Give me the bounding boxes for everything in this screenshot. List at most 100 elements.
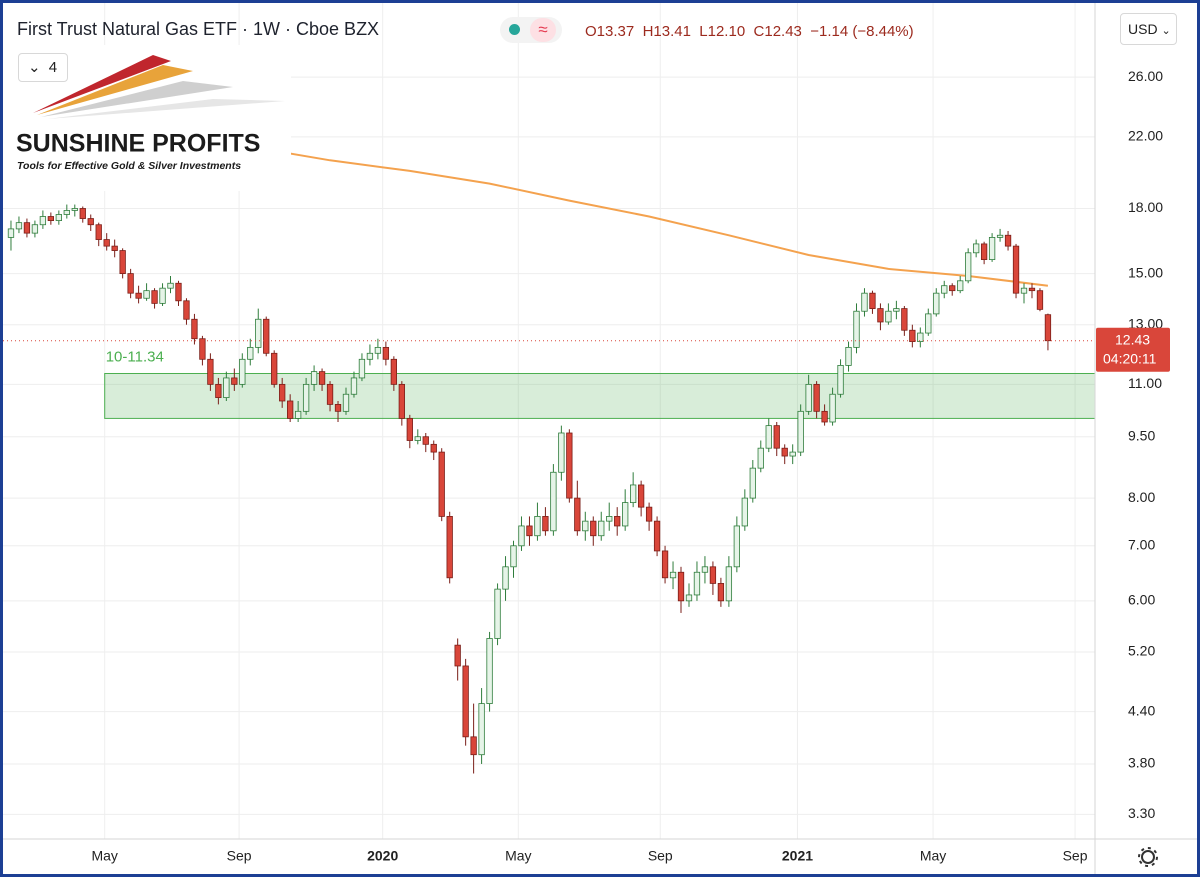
logo-name: SUNSHINE PROFITS [16, 130, 260, 158]
candle-body [590, 520, 597, 537]
x-tick-label: May [505, 848, 531, 864]
x-tick-label: May [91, 848, 117, 864]
candle-body [342, 393, 350, 412]
candle-body [103, 239, 110, 247]
candle-body [749, 467, 756, 499]
bar-countdown: 04:20:11 [1103, 350, 1157, 366]
candle-body [789, 451, 796, 457]
candle-body [446, 516, 453, 579]
candle-body [933, 292, 940, 315]
legend-close: C12.43 [753, 23, 802, 40]
candle-body [494, 588, 501, 639]
candle-body [358, 358, 366, 379]
candle-body [287, 400, 294, 419]
candle-body [877, 308, 884, 323]
candle-body [47, 216, 55, 221]
zone-label: 10-11.34 [106, 348, 164, 365]
status-pill[interactable]: ≈ [500, 17, 562, 43]
candle-body [996, 234, 1004, 238]
x-tick-label: May [920, 848, 946, 864]
logo-streak [33, 55, 171, 113]
candle-body [430, 443, 437, 453]
candle-body [167, 282, 174, 289]
indicator-toggle[interactable]: ⌄ 4 [18, 53, 68, 82]
y-tick-label: 3.30 [1128, 805, 1155, 821]
legend-open: O13.37 [585, 23, 635, 40]
candle-body [901, 308, 908, 331]
candle-body [374, 346, 382, 354]
candle-body [869, 292, 876, 309]
candle-body [542, 516, 549, 532]
candle-body [31, 224, 39, 234]
candle-body [637, 484, 645, 508]
x-tick-label: Sep [1063, 848, 1088, 864]
last-price-label: 12.43 [1115, 331, 1150, 347]
candle-body [79, 208, 86, 219]
plot: 10-11.34 [3, 87, 1096, 774]
candle-body [23, 222, 31, 234]
candle-body [119, 250, 126, 275]
candle-body [558, 432, 565, 473]
candle-body [470, 736, 477, 756]
candle-body [71, 208, 78, 211]
x-tick-label: Sep [227, 848, 252, 864]
candle-body [135, 292, 142, 299]
candle-body [693, 571, 701, 596]
candle-body [733, 525, 740, 568]
candle-body [1012, 245, 1020, 294]
candle-body [350, 377, 358, 395]
logo-streak [41, 81, 233, 117]
candle-body [390, 358, 398, 385]
candle-body [765, 425, 772, 449]
candle-body [534, 516, 541, 537]
chart-title: First Trust Natural Gas ETF · 1W · Cboe … [17, 19, 380, 39]
candle-body [965, 252, 972, 282]
axes: 26.00 22.00 18.00 15.00 13.00 11.00 9.50 8.00 7.… [3, 3, 1197, 874]
y-tick-label: 5.20 [1128, 643, 1155, 659]
candle-body [797, 410, 804, 453]
candle-body [653, 520, 661, 552]
candle-body [398, 383, 405, 419]
candle-body [622, 502, 629, 527]
candle-body [885, 310, 892, 323]
candle-body [502, 566, 509, 590]
candle-body [223, 377, 230, 398]
candle-body [127, 273, 134, 294]
candle-body [462, 665, 469, 738]
candle-body [255, 318, 262, 348]
candle-body [630, 484, 637, 503]
last-price-tag [1096, 327, 1170, 372]
candle-body [1004, 234, 1012, 247]
logo-streak [37, 65, 193, 115]
currency: USD [1128, 21, 1158, 37]
candle-body [15, 222, 23, 230]
candle-body [151, 290, 158, 304]
chart: 10-11.34 SUNSHINE PROFITS Tools for Effe… [3, 3, 1197, 874]
gear-ring [1141, 850, 1155, 864]
logo-tagline: Tools for Effective Gold & Silver Invest… [17, 160, 241, 172]
candle-body [310, 371, 318, 385]
currency-selector[interactable]: USD ⌄ [1120, 13, 1177, 45]
candle-body [183, 300, 190, 320]
candle-body [972, 243, 980, 254]
candle-body [837, 365, 844, 395]
candle-body [454, 644, 461, 667]
candle-body [909, 329, 916, 342]
candle-body [1036, 290, 1044, 310]
data-status-icon: ≈ [530, 18, 556, 42]
candle-body [318, 371, 326, 385]
candle-body [813, 383, 820, 412]
settings-icon[interactable] [1138, 847, 1158, 867]
candle-body [422, 436, 429, 445]
candle-body [271, 352, 278, 385]
candle-body [717, 583, 725, 602]
y-tick-label: 7.00 [1128, 536, 1155, 552]
ohlc-legend: O13.37 H13.41 L12.10 C12.43 −1.14 (−8.44… [585, 23, 914, 40]
candle-body [199, 338, 206, 360]
candle-body [526, 525, 533, 537]
candle-body [518, 525, 525, 547]
candle-body [677, 571, 685, 602]
candle-body [175, 282, 182, 302]
y-tick-label: 8.00 [1128, 489, 1155, 505]
